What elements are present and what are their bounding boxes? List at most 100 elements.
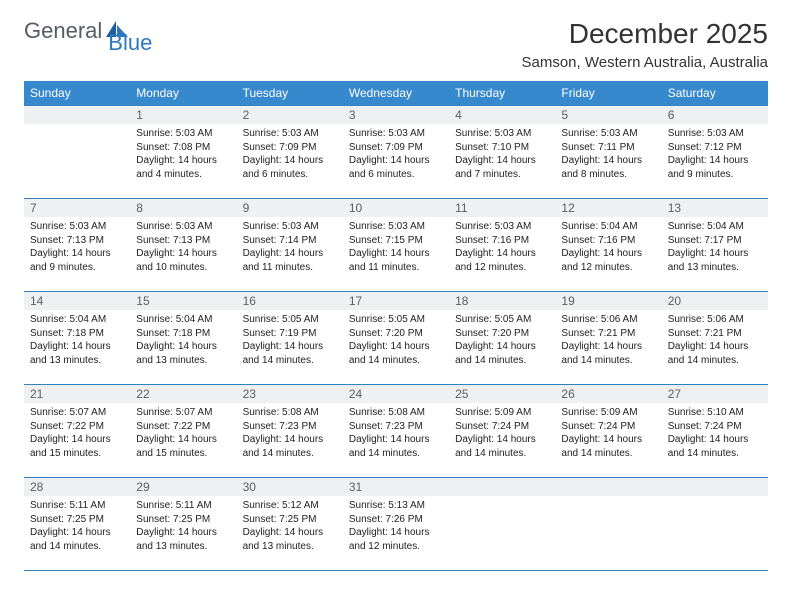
day-number: 26 bbox=[555, 385, 661, 403]
day-details: Sunrise: 5:03 AMSunset: 7:08 PMDaylight:… bbox=[130, 124, 236, 185]
daylight-label: Daylight: 14 hours and 14 minutes. bbox=[349, 340, 443, 367]
sunset-label: Sunset: 7:18 PM bbox=[136, 327, 230, 341]
calendar-cell: 26Sunrise: 5:09 AMSunset: 7:24 PMDayligh… bbox=[555, 385, 661, 478]
sunrise-label: Sunrise: 5:03 AM bbox=[349, 220, 443, 234]
sunrise-label: Sunrise: 5:04 AM bbox=[30, 313, 124, 327]
sunrise-label: Sunrise: 5:03 AM bbox=[349, 127, 443, 141]
calendar-cell: 15Sunrise: 5:04 AMSunset: 7:18 PMDayligh… bbox=[130, 292, 236, 385]
sunrise-label: Sunrise: 5:03 AM bbox=[561, 127, 655, 141]
sunrise-label: Sunrise: 5:03 AM bbox=[243, 127, 337, 141]
calendar-cell: 19Sunrise: 5:06 AMSunset: 7:21 PMDayligh… bbox=[555, 292, 661, 385]
day-number: 13 bbox=[662, 199, 768, 217]
daylight-label: Daylight: 14 hours and 14 minutes. bbox=[668, 433, 762, 460]
daylight-label: Daylight: 14 hours and 14 minutes. bbox=[561, 433, 655, 460]
day-number: 28 bbox=[24, 478, 130, 496]
col-sunday: Sunday bbox=[24, 81, 130, 106]
sunrise-label: Sunrise: 5:11 AM bbox=[30, 499, 124, 513]
sunset-label: Sunset: 7:25 PM bbox=[30, 513, 124, 527]
daylight-label: Daylight: 14 hours and 6 minutes. bbox=[349, 154, 443, 181]
daylight-label: Daylight: 14 hours and 14 minutes. bbox=[30, 526, 124, 553]
daylight-label: Daylight: 14 hours and 14 minutes. bbox=[561, 340, 655, 367]
col-saturday: Saturday bbox=[662, 81, 768, 106]
day-number-empty bbox=[555, 478, 661, 496]
calendar-cell bbox=[555, 478, 661, 571]
calendar-cell: 16Sunrise: 5:05 AMSunset: 7:19 PMDayligh… bbox=[237, 292, 343, 385]
daylight-label: Daylight: 14 hours and 14 minutes. bbox=[243, 340, 337, 367]
daylight-label: Daylight: 14 hours and 14 minutes. bbox=[349, 433, 443, 460]
logo-text-general: General bbox=[24, 18, 102, 44]
daylight-label: Daylight: 14 hours and 9 minutes. bbox=[30, 247, 124, 274]
calendar-table: Sunday Monday Tuesday Wednesday Thursday… bbox=[24, 81, 768, 571]
calendar-row: 14Sunrise: 5:04 AMSunset: 7:18 PMDayligh… bbox=[24, 292, 768, 385]
calendar-cell: 18Sunrise: 5:05 AMSunset: 7:20 PMDayligh… bbox=[449, 292, 555, 385]
calendar-cell: 7Sunrise: 5:03 AMSunset: 7:13 PMDaylight… bbox=[24, 199, 130, 292]
day-details: Sunrise: 5:11 AMSunset: 7:25 PMDaylight:… bbox=[130, 496, 236, 557]
day-number: 5 bbox=[555, 106, 661, 124]
day-details: Sunrise: 5:06 AMSunset: 7:21 PMDaylight:… bbox=[555, 310, 661, 371]
day-number: 20 bbox=[662, 292, 768, 310]
sunrise-label: Sunrise: 5:08 AM bbox=[243, 406, 337, 420]
calendar-cell: 25Sunrise: 5:09 AMSunset: 7:24 PMDayligh… bbox=[449, 385, 555, 478]
day-number: 15 bbox=[130, 292, 236, 310]
day-details: Sunrise: 5:12 AMSunset: 7:25 PMDaylight:… bbox=[237, 496, 343, 557]
day-details: Sunrise: 5:03 AMSunset: 7:14 PMDaylight:… bbox=[237, 217, 343, 278]
day-details: Sunrise: 5:05 AMSunset: 7:19 PMDaylight:… bbox=[237, 310, 343, 371]
calendar-cell: 8Sunrise: 5:03 AMSunset: 7:13 PMDaylight… bbox=[130, 199, 236, 292]
sunrise-label: Sunrise: 5:06 AM bbox=[561, 313, 655, 327]
daylight-label: Daylight: 14 hours and 13 minutes. bbox=[668, 247, 762, 274]
daylight-label: Daylight: 14 hours and 9 minutes. bbox=[668, 154, 762, 181]
calendar-cell: 1Sunrise: 5:03 AMSunset: 7:08 PMDaylight… bbox=[130, 106, 236, 199]
day-number: 6 bbox=[662, 106, 768, 124]
day-details: Sunrise: 5:06 AMSunset: 7:21 PMDaylight:… bbox=[662, 310, 768, 371]
daylight-label: Daylight: 14 hours and 14 minutes. bbox=[455, 433, 549, 460]
calendar-row: 1Sunrise: 5:03 AMSunset: 7:08 PMDaylight… bbox=[24, 106, 768, 199]
daylight-label: Daylight: 14 hours and 7 minutes. bbox=[455, 154, 549, 181]
calendar-cell: 24Sunrise: 5:08 AMSunset: 7:23 PMDayligh… bbox=[343, 385, 449, 478]
sunrise-label: Sunrise: 5:04 AM bbox=[136, 313, 230, 327]
sunrise-label: Sunrise: 5:03 AM bbox=[455, 127, 549, 141]
sunset-label: Sunset: 7:18 PM bbox=[30, 327, 124, 341]
day-number: 25 bbox=[449, 385, 555, 403]
calendar-cell bbox=[662, 478, 768, 571]
calendar-row: 7Sunrise: 5:03 AMSunset: 7:13 PMDaylight… bbox=[24, 199, 768, 292]
calendar-cell: 11Sunrise: 5:03 AMSunset: 7:16 PMDayligh… bbox=[449, 199, 555, 292]
calendar-cell: 31Sunrise: 5:13 AMSunset: 7:26 PMDayligh… bbox=[343, 478, 449, 571]
title-block: December 2025 Samson, Western Australia,… bbox=[521, 18, 768, 71]
day-number: 17 bbox=[343, 292, 449, 310]
calendar-cell: 30Sunrise: 5:12 AMSunset: 7:25 PMDayligh… bbox=[237, 478, 343, 571]
day-number: 4 bbox=[449, 106, 555, 124]
sunset-label: Sunset: 7:21 PM bbox=[561, 327, 655, 341]
calendar-cell: 20Sunrise: 5:06 AMSunset: 7:21 PMDayligh… bbox=[662, 292, 768, 385]
day-details: Sunrise: 5:13 AMSunset: 7:26 PMDaylight:… bbox=[343, 496, 449, 557]
daylight-label: Daylight: 14 hours and 12 minutes. bbox=[349, 526, 443, 553]
daylight-label: Daylight: 14 hours and 13 minutes. bbox=[136, 526, 230, 553]
day-number: 23 bbox=[237, 385, 343, 403]
sunrise-label: Sunrise: 5:07 AM bbox=[136, 406, 230, 420]
day-details: Sunrise: 5:03 AMSunset: 7:16 PMDaylight:… bbox=[449, 217, 555, 278]
sunrise-label: Sunrise: 5:05 AM bbox=[243, 313, 337, 327]
col-monday: Monday bbox=[130, 81, 236, 106]
header: General Blue December 2025 Samson, Weste… bbox=[24, 18, 768, 71]
day-number-empty bbox=[24, 106, 130, 124]
day-details: Sunrise: 5:05 AMSunset: 7:20 PMDaylight:… bbox=[343, 310, 449, 371]
day-details: Sunrise: 5:03 AMSunset: 7:10 PMDaylight:… bbox=[449, 124, 555, 185]
sunset-label: Sunset: 7:13 PM bbox=[30, 234, 124, 248]
daylight-label: Daylight: 14 hours and 10 minutes. bbox=[136, 247, 230, 274]
calendar-cell: 2Sunrise: 5:03 AMSunset: 7:09 PMDaylight… bbox=[237, 106, 343, 199]
day-number: 12 bbox=[555, 199, 661, 217]
sunset-label: Sunset: 7:09 PM bbox=[349, 141, 443, 155]
sunrise-label: Sunrise: 5:04 AM bbox=[668, 220, 762, 234]
sunset-label: Sunset: 7:24 PM bbox=[455, 420, 549, 434]
day-details: Sunrise: 5:04 AMSunset: 7:17 PMDaylight:… bbox=[662, 217, 768, 278]
sunset-label: Sunset: 7:09 PM bbox=[243, 141, 337, 155]
day-number: 30 bbox=[237, 478, 343, 496]
sunrise-label: Sunrise: 5:08 AM bbox=[349, 406, 443, 420]
daylight-label: Daylight: 14 hours and 13 minutes. bbox=[30, 340, 124, 367]
day-details: Sunrise: 5:03 AMSunset: 7:09 PMDaylight:… bbox=[343, 124, 449, 185]
daylight-label: Daylight: 14 hours and 14 minutes. bbox=[455, 340, 549, 367]
day-number: 19 bbox=[555, 292, 661, 310]
calendar-cell: 6Sunrise: 5:03 AMSunset: 7:12 PMDaylight… bbox=[662, 106, 768, 199]
day-details: Sunrise: 5:09 AMSunset: 7:24 PMDaylight:… bbox=[555, 403, 661, 464]
sunset-label: Sunset: 7:15 PM bbox=[349, 234, 443, 248]
calendar-row: 21Sunrise: 5:07 AMSunset: 7:22 PMDayligh… bbox=[24, 385, 768, 478]
